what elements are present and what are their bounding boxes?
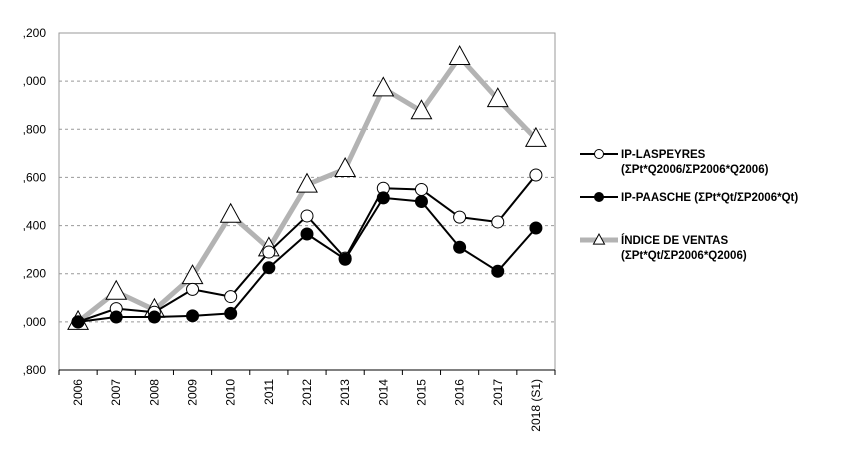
series-2 <box>67 45 547 330</box>
x-tick-label: 2015 <box>414 379 428 406</box>
data-point <box>376 191 390 205</box>
data-point <box>71 315 85 329</box>
y-tick-label: ,000 <box>23 315 47 329</box>
data-point <box>219 202 242 223</box>
y-tick-label: ,200 <box>23 26 47 40</box>
data-point <box>105 279 128 300</box>
series-layer <box>67 45 547 330</box>
data-point <box>338 252 352 266</box>
data-point <box>410 99 433 120</box>
legend: IP-LASPEYRES (ΣPt*Q2006/ΣP2006*Q2006) IP-P… <box>580 149 798 262</box>
y-tick-label: ,800 <box>23 363 47 377</box>
data-point <box>147 310 161 324</box>
x-tick-label: 2011 <box>262 379 276 405</box>
x-tick-label: 2006 <box>71 379 85 406</box>
gridlines <box>59 80 555 323</box>
legend-label-line2: (ΣPt*Q2006/ΣP2006*Q2006) <box>621 164 769 176</box>
data-point <box>186 282 200 296</box>
data-point <box>491 264 505 278</box>
data-point <box>486 87 509 108</box>
data-point <box>529 168 543 182</box>
data-point <box>296 172 318 193</box>
x-tick-label: 2013 <box>338 379 352 406</box>
data-point <box>592 232 606 245</box>
data-point <box>300 227 314 241</box>
data-point <box>453 210 467 224</box>
data-point <box>448 45 471 66</box>
data-point <box>186 309 200 323</box>
x-tick-label: 2012 <box>300 379 314 406</box>
data-point <box>109 310 123 324</box>
x-tick-label: 2010 <box>224 379 238 406</box>
x-tick-label: 2014 <box>376 379 390 406</box>
series-line <box>77 174 537 323</box>
data-point <box>224 306 238 320</box>
data-point <box>300 209 314 223</box>
data-point <box>524 126 547 147</box>
y-tick-label: ,800 <box>23 122 47 136</box>
data-point <box>453 240 467 254</box>
x-tick-label: 2017 <box>491 379 505 406</box>
data-point <box>262 245 276 259</box>
series-1 <box>71 191 543 329</box>
data-point <box>529 221 543 235</box>
x-tick-label: 2007 <box>109 379 123 406</box>
data-point <box>224 290 238 304</box>
legend-label: IP-PAASCHE (ΣPt*Qt/ΣP2006*Qt) <box>621 192 798 204</box>
y-tick-label: ,200 <box>23 267 47 281</box>
data-point <box>414 182 428 196</box>
legend-label-line2: (ΣPt*Qt/ΣP2006*Q2006) <box>621 250 747 262</box>
y-tick-label: ,400 <box>23 219 47 233</box>
x-tick-label: 2018 (S1) <box>529 379 543 432</box>
legend-label: ÍNDICE DE VENTAS <box>621 234 728 247</box>
data-point <box>594 149 604 159</box>
y-tick-label: ,600 <box>23 170 47 184</box>
y-tick-label: ,000 <box>23 74 47 88</box>
x-tick-label: 2016 <box>453 379 467 406</box>
data-point <box>372 76 395 97</box>
data-point <box>491 215 505 229</box>
data-point <box>594 192 604 202</box>
data-point <box>414 195 428 208</box>
legend-label: IP-LASPEYRES <box>621 149 706 161</box>
data-point <box>262 261 276 275</box>
axes: ,800 ,000 ,200 ,400 ,600 ,800 ,000 ,200 2006 2007… <box>23 26 556 432</box>
data-point <box>334 156 357 177</box>
x-tick-label: 2009 <box>186 379 200 406</box>
x-tick-label: 2008 <box>147 379 161 406</box>
